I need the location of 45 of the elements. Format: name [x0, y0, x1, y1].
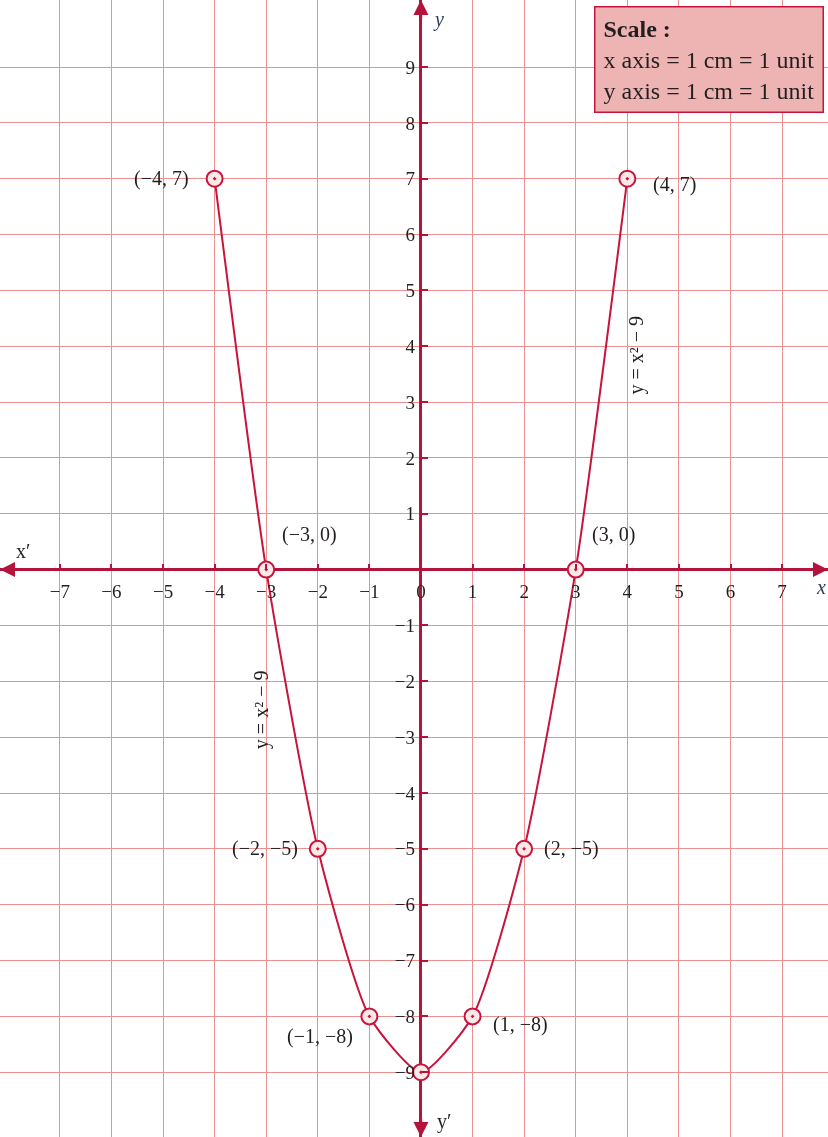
x-tick-label: −1 — [359, 580, 380, 602]
y-axis-title: y — [433, 8, 444, 31]
x-tick-label: 5 — [674, 580, 684, 602]
y-tick-label: 1 — [405, 503, 415, 525]
y-tick-label: −4 — [394, 782, 416, 804]
x-tick-label: 3 — [570, 580, 581, 602]
x-tick-label: 7 — [777, 580, 787, 602]
y-tick-label: 9 — [405, 56, 415, 78]
y-tick-label: 5 — [405, 280, 415, 302]
x-tick-label: 1 — [467, 580, 478, 602]
annotation: y′ — [437, 1110, 452, 1133]
annotation: (2, −5) — [544, 837, 599, 860]
x-tick-label: −4 — [204, 580, 226, 602]
y-tick-label: −8 — [394, 1006, 415, 1028]
annotation: y = x² − 9 — [624, 315, 648, 395]
x-tick-label: 2 — [519, 580, 529, 602]
x-axis-title: x — [816, 576, 826, 598]
x-tick-label: 4 — [622, 580, 633, 602]
annotation: (−3, 0) — [282, 523, 337, 546]
annotation: x′ — [16, 540, 31, 562]
y-tick-label: 4 — [405, 335, 416, 357]
y-tick-label: 3 — [405, 391, 415, 413]
annotation: Scale : x axis = 1 cm = 1 unit y axis = 1 cm = 1 unit — [603, 15, 815, 104]
y-tick-label: −2 — [394, 670, 415, 692]
annotation: y = x² − 9 — [250, 670, 274, 750]
annotation: (3, 0) — [592, 523, 636, 546]
annotation: (−1, −8) — [287, 1025, 353, 1048]
x-tick-label: −6 — [101, 580, 122, 602]
y-tick-label: −7 — [394, 950, 415, 972]
y-tick-label: −5 — [394, 838, 415, 860]
y-tick-label: 2 — [405, 447, 415, 469]
x-tick-label: −2 — [307, 580, 328, 602]
annotation: (−4, 7) — [134, 167, 189, 190]
annotation: (−2, −5) — [232, 837, 298, 860]
y-tick-label: −3 — [394, 726, 415, 748]
y-tick-label: 8 — [405, 112, 415, 134]
y-tick-label: 6 — [405, 224, 415, 246]
x-tick-label: 6 — [725, 580, 736, 602]
annotation: (1, −8) — [493, 1013, 548, 1036]
annotation: (4, 7) — [653, 173, 697, 196]
y-tick-label: −6 — [394, 894, 415, 916]
x-tick-label: −5 — [152, 580, 174, 602]
y-tick-label: −1 — [394, 615, 415, 637]
y-tick-label: 7 — [405, 168, 415, 190]
x-tick-label: −7 — [49, 580, 70, 602]
